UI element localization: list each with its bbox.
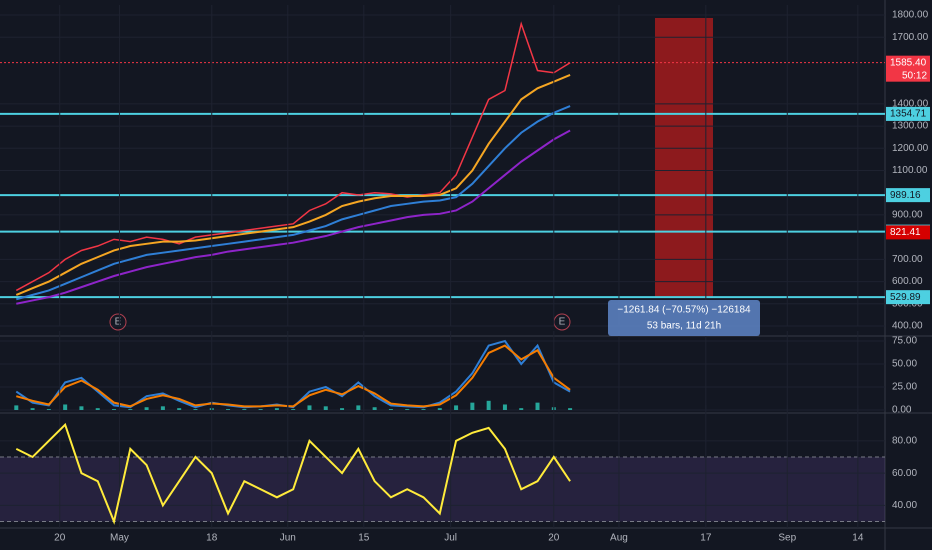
histogram-bar (502, 404, 507, 410)
level-label: 989.16 (890, 190, 921, 201)
level-tag (886, 188, 930, 203)
histogram-bar (356, 405, 361, 410)
countdown: 50:12 (902, 70, 927, 81)
series-line (15, 74, 571, 296)
histogram-bar (519, 408, 524, 410)
histogram-bar (291, 409, 296, 410)
series-line (16, 105, 571, 301)
histogram-bar (340, 408, 345, 410)
y-tick-label: 1400.00 (892, 98, 929, 109)
y-tick-label: 60.00 (892, 468, 917, 479)
x-tick-label: 20 (548, 533, 560, 544)
measure-bars: 53 bars, 11d 21h (647, 321, 721, 332)
histogram-bar (30, 408, 35, 410)
histogram-bar (63, 404, 68, 410)
y-tick-label: 400.00 (892, 321, 923, 332)
level-label: 1354.71 (890, 109, 927, 120)
y-tick-label: 900.00 (892, 210, 923, 221)
marker-label: 821.41 (890, 227, 921, 238)
histogram-bar (486, 400, 491, 410)
histogram-bar (470, 402, 475, 410)
histogram-bar (193, 409, 198, 410)
y-tick-label: 1200.00 (892, 143, 929, 154)
x-tick-label: 20 (54, 533, 66, 544)
y-tick-label: 1300.00 (892, 121, 929, 132)
histogram-bar (112, 409, 117, 410)
series-line (16, 129, 571, 305)
event-label: E (115, 317, 122, 328)
plot-layer: 1800.00 1700.00 1400.00 1300.00 1200.00 1100.… (0, 5, 930, 544)
histogram-bar (454, 405, 459, 410)
x-tick-label: May (110, 533, 129, 544)
y-tick-label: 1800.00 (892, 10, 929, 21)
histogram-bar (177, 408, 182, 410)
x-tick-label: Jun (280, 533, 296, 544)
y-tick-label: 25.00 (892, 382, 917, 393)
histogram-bar (307, 405, 312, 410)
measure-box (655, 18, 713, 298)
measure-tooltip (608, 300, 760, 336)
last-price-label: 1585.40 (890, 57, 927, 68)
histogram-bar (405, 409, 410, 410)
x-tick-label: Jul (444, 533, 457, 544)
rsi-band (0, 456, 885, 522)
histogram-bar (226, 409, 231, 410)
y-tick-label: 80.00 (892, 435, 917, 446)
histogram-bar (568, 408, 573, 410)
histogram-bar (160, 406, 165, 410)
histogram-bar (372, 407, 377, 410)
y-tick-label: 75.00 (892, 336, 917, 347)
histogram-bar (95, 408, 100, 410)
histogram-bar (144, 407, 149, 410)
x-tick-label: Aug (610, 533, 628, 544)
y-tick-label: 700.00 (892, 254, 923, 265)
histogram-bar (535, 402, 540, 410)
x-tick-label: 18 (206, 533, 218, 544)
histogram-bar (242, 409, 247, 410)
histogram-bar (388, 409, 393, 410)
event-label: E (559, 317, 566, 328)
histogram-bar (128, 409, 133, 410)
histogram-bar (79, 406, 84, 410)
histogram-bar (274, 408, 279, 410)
y-tick-label: 50.00 (892, 359, 917, 370)
event-marker (109, 313, 127, 331)
marker-tag (886, 225, 930, 240)
x-tick-label: 14 (852, 533, 864, 544)
y-tick-label: 600.00 (892, 276, 923, 287)
histogram-bar (437, 408, 442, 410)
histogram-bar (323, 406, 328, 410)
x-tick-label: Sep (778, 533, 796, 544)
y-tick-label: 1100.00 (892, 165, 928, 176)
series-line (15, 21, 571, 292)
y-tick-label: 0.00 (892, 405, 912, 416)
y-tick-label: 1700.00 (892, 32, 929, 43)
histogram-bar (258, 409, 263, 410)
level-tag (886, 106, 930, 121)
measure-label: −1261.84 (−70.57%) −126184 (617, 305, 751, 316)
last-price-tag (886, 55, 930, 82)
level-tag (886, 290, 930, 305)
histogram-bar (14, 405, 19, 410)
series-line (16, 344, 571, 408)
histogram-bar (46, 409, 51, 410)
x-tick-label: 15 (358, 533, 370, 544)
histogram-bar (421, 409, 426, 410)
x-tick-label: 17 (700, 533, 712, 544)
level-label: 529.89 (890, 292, 921, 303)
y-tick-label: 40.00 (892, 500, 917, 511)
series-line (15, 422, 571, 525)
